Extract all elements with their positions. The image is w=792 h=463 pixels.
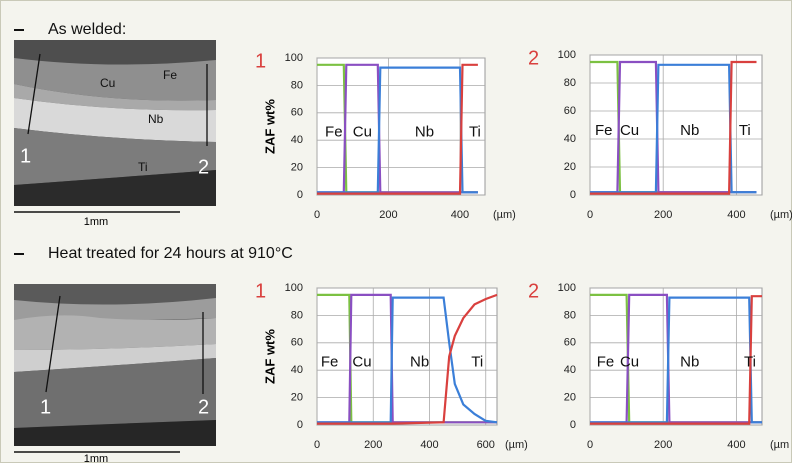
region-label: Nb: [680, 353, 699, 370]
scale-label: 1mm: [84, 216, 108, 228]
region-label: Ti: [739, 122, 751, 139]
x-tick-label: 600: [477, 439, 495, 451]
x-unit: (µm: [770, 439, 789, 451]
region-label: Ti: [471, 353, 483, 370]
x-tick-label: 200: [379, 209, 397, 221]
x-tick-label: 0: [314, 209, 320, 221]
y-tick-label: 40: [291, 364, 303, 376]
x-tick-label: 0: [314, 439, 320, 451]
region-label: Nb: [680, 122, 699, 139]
x-tick-label: 400: [727, 209, 745, 221]
y-tick-label: 20: [564, 392, 576, 404]
series-line: [590, 296, 762, 424]
x-unit: (µm): [493, 209, 516, 221]
image-label: Nb: [148, 112, 164, 126]
region-label: Fe: [321, 353, 339, 370]
x-tick-label: 0: [587, 439, 593, 451]
chart-label: 1: [255, 50, 266, 72]
region-label: Cu: [620, 353, 639, 370]
y-tick-label: 100: [558, 282, 576, 294]
region-label: Cu: [353, 123, 372, 140]
series-line: [317, 293, 498, 425]
series-line: [590, 63, 757, 194]
region-label: Ti: [469, 123, 481, 140]
series-line: [317, 63, 478, 195]
x-tick-label: 0: [587, 209, 593, 221]
y-tick-label: 0: [570, 189, 576, 201]
x-tick-label: 200: [364, 439, 382, 451]
image-label: Ti: [138, 160, 148, 174]
y-tick-label: 80: [291, 79, 303, 91]
y-axis-label: ZAF wt%: [262, 99, 277, 154]
series-line: [317, 293, 497, 424]
section-heading: As welded:: [48, 21, 126, 38]
micrograph: [14, 40, 216, 213]
x-unit: (µm): [770, 209, 792, 221]
plot-area: [316, 287, 498, 426]
image-label: Fe: [163, 68, 177, 82]
y-tick-label: 60: [291, 337, 303, 349]
y-tick-label: 60: [291, 107, 303, 119]
image-label: 2: [198, 396, 209, 418]
section-heading: Heat treated for 24 hours at 910°C: [48, 245, 293, 262]
y-tick-label: 0: [297, 419, 303, 431]
x-tick-label: 400: [727, 439, 745, 451]
region-label: Fe: [595, 122, 613, 139]
scale-label: 1mm: [84, 453, 108, 463]
y-tick-label: 60: [564, 337, 576, 349]
y-tick-label: 20: [291, 392, 303, 404]
y-tick-label: 80: [564, 77, 576, 89]
y-tick-label: 40: [564, 364, 576, 376]
series-line: [317, 296, 498, 424]
region-label: Fe: [597, 353, 615, 370]
x-tick-label: 200: [654, 439, 672, 451]
series-line: [590, 60, 757, 195]
region-label: Cu: [352, 353, 371, 370]
region-label: Fe: [325, 123, 343, 140]
y-tick-label: 0: [570, 419, 576, 431]
chart-label: 1: [255, 280, 266, 302]
chart-label: 2: [528, 47, 539, 69]
region-label: Cu: [620, 122, 639, 139]
y-tick-label: 60: [564, 105, 576, 117]
micrograph: [14, 284, 216, 453]
series-line: [590, 295, 762, 425]
x-tick-label: 400: [420, 439, 438, 451]
y-tick-label: 80: [564, 309, 576, 321]
y-tick-label: 80: [291, 309, 303, 321]
x-tick-label: 200: [654, 209, 672, 221]
y-tick-label: 20: [291, 162, 303, 174]
y-tick-label: 100: [558, 49, 576, 61]
y-tick-label: 20: [564, 161, 576, 173]
region-label: Nb: [415, 123, 434, 140]
region-label: Ti: [744, 353, 756, 370]
y-tick-label: 0: [297, 189, 303, 201]
y-axis-label: ZAF wt%: [262, 329, 277, 384]
chart-label: 2: [528, 280, 539, 302]
y-tick-label: 100: [285, 52, 303, 64]
y-tick-label: 40: [564, 133, 576, 145]
y-tick-label: 100: [285, 282, 303, 294]
image-label: Cu: [100, 76, 115, 90]
series-line: [317, 66, 478, 194]
region-label: Nb: [410, 353, 429, 370]
y-tick-label: 40: [291, 134, 303, 146]
image-label: 1: [20, 145, 31, 167]
x-unit: (µm): [505, 439, 528, 451]
image-label: 1: [40, 396, 51, 418]
image-label: 2: [198, 156, 209, 178]
x-tick-label: 400: [451, 209, 469, 221]
